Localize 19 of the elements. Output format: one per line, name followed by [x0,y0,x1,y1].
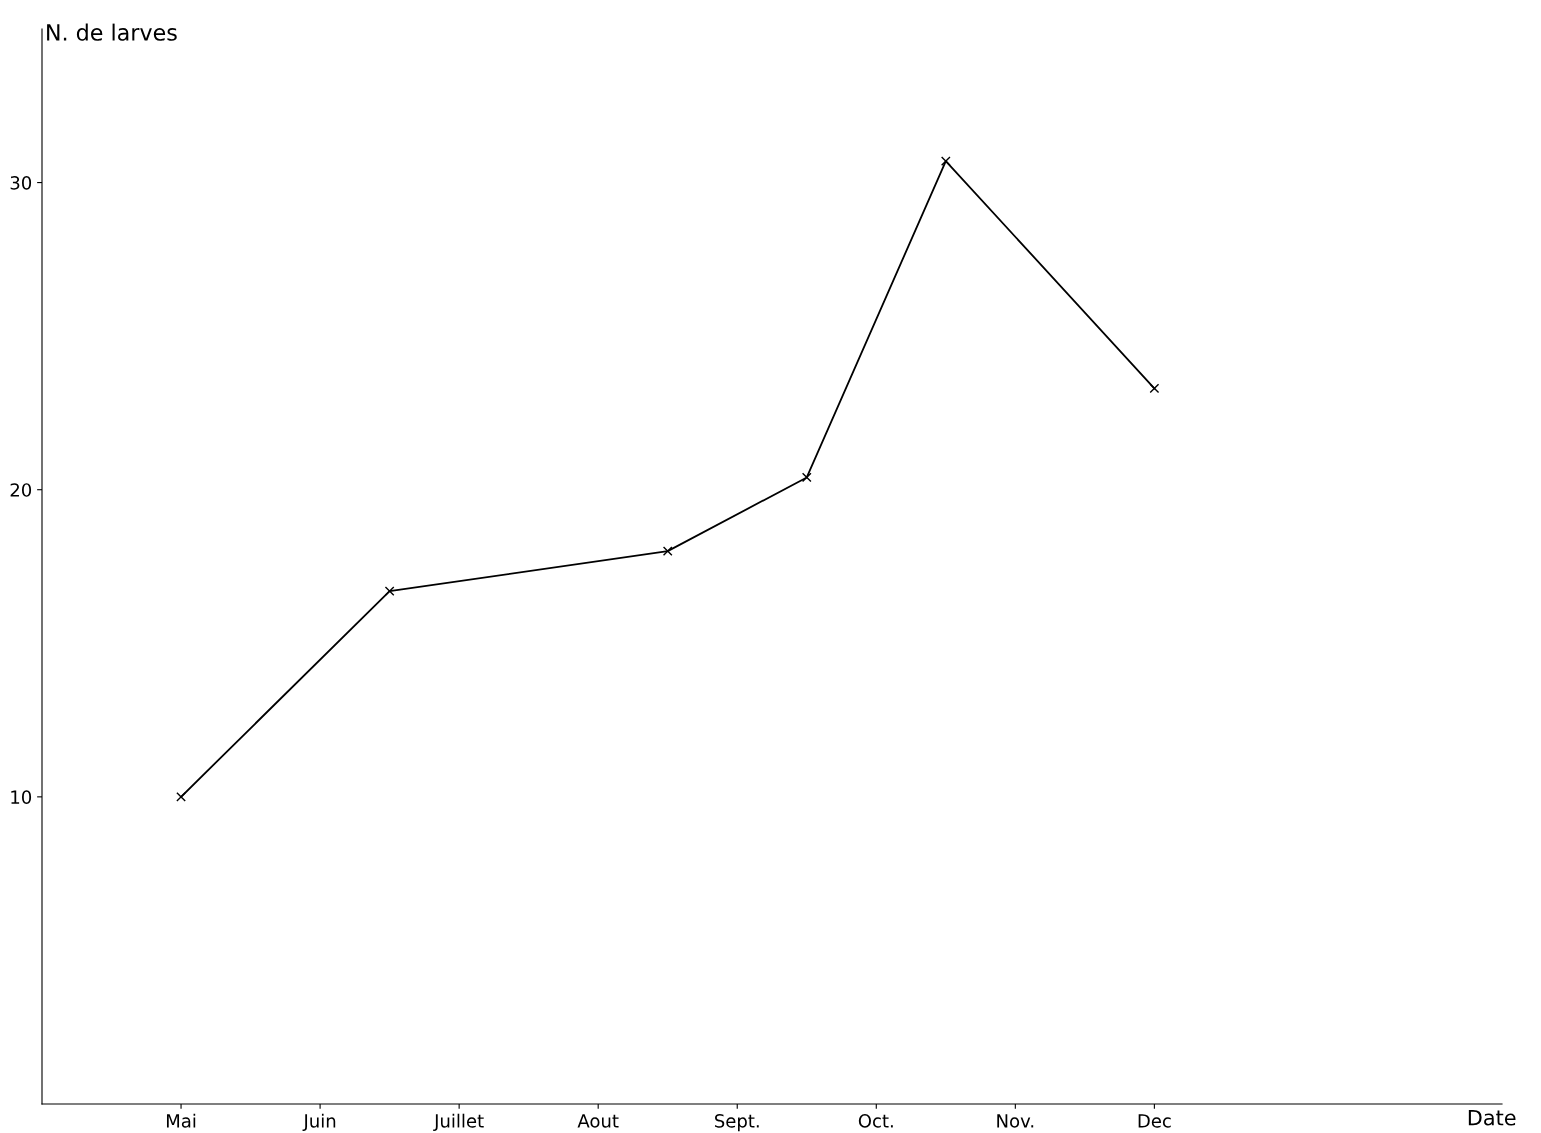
point [801,472,812,483]
point [1149,383,1160,394]
text: Date [1468,1110,1516,1126]
x-tick-label: Juillet [433,1113,484,1132]
x-tick-label: Mai [166,1113,196,1128]
y-tick-label: 20 [10,483,32,497]
x-tick-label: Dec [1138,1114,1171,1128]
x-tick-label: Oct. [858,1114,893,1128]
point [662,546,673,557]
y-tick-label: 30 [10,176,32,190]
point [384,586,395,596]
x-tick-label: Sept. [715,1114,759,1132]
x-tick-label: Aout [577,1114,619,1128]
y-axis-title: N. de larves [47,23,177,41]
y-tick-label: 10 [11,790,32,804]
x-tick-label: Juin [302,1113,336,1132]
point [940,156,951,166]
x-tick-label: Nov. [997,1114,1034,1128]
point [176,791,186,802]
